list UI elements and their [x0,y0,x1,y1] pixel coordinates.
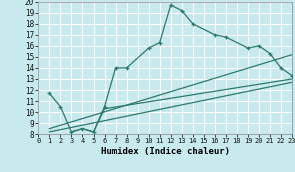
X-axis label: Humidex (Indice chaleur): Humidex (Indice chaleur) [101,147,230,156]
